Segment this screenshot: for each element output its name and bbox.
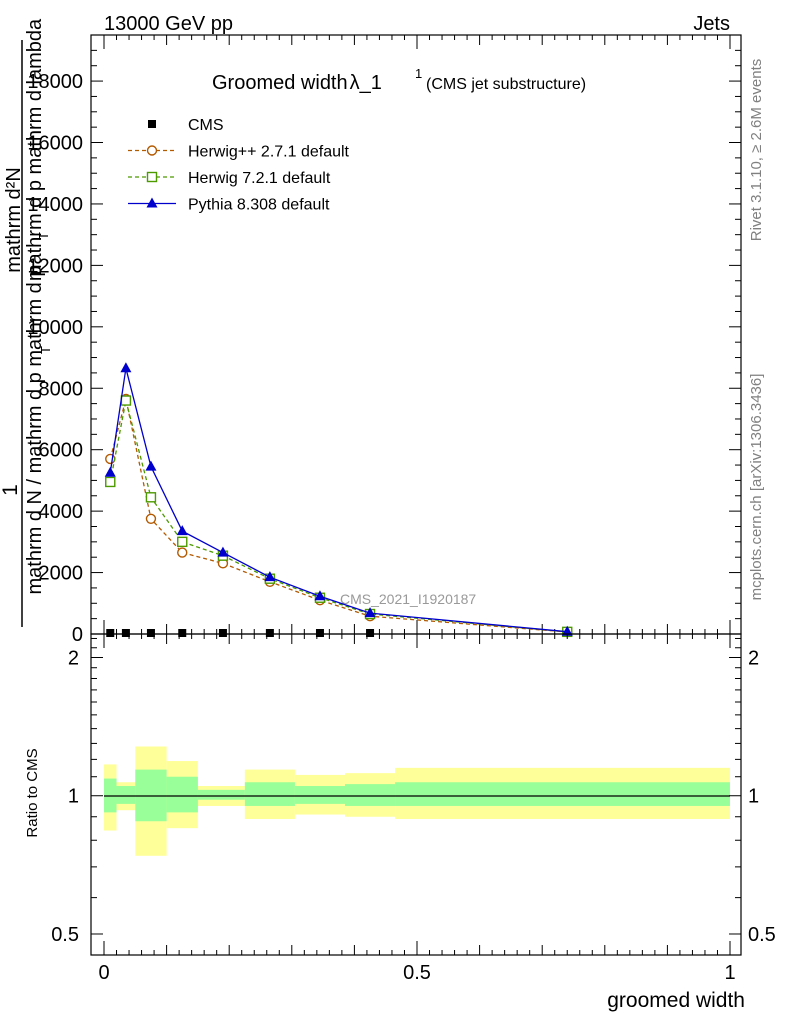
series-point <box>177 536 188 548</box>
legend-marker <box>146 171 158 183</box>
plot-title-superscript: 1 <box>415 66 422 81</box>
series-1 <box>105 393 573 638</box>
ratio-y-tick-label-left: 2 <box>68 647 79 669</box>
series-point <box>265 629 274 637</box>
ratio-y-ticks: 0.5 0.5 1 1 2 2 <box>51 637 776 946</box>
series-point <box>561 625 573 636</box>
main-y-tick-label: 12000 <box>27 255 83 277</box>
x-tick-label: 1 <box>724 962 735 984</box>
series-0 <box>106 629 572 637</box>
ratio-panel-frame <box>90 633 742 956</box>
series-point <box>105 476 116 488</box>
main-ylabel-numerator-text: mathrm d²N <box>3 167 25 273</box>
series-point <box>145 513 157 525</box>
main-y-tick-label: 10000 <box>27 317 83 339</box>
series-point <box>217 546 229 557</box>
main-y-tick-label: 4000 <box>39 501 84 523</box>
series-point <box>218 629 227 637</box>
ratio-y-tick-label-right: 2 <box>748 647 759 669</box>
main-y-tick-label: 6000 <box>39 440 84 462</box>
main-ylabel-denominator: mathrm d N / mathrm d p mathrm d p <box>24 266 46 595</box>
x-axis-label: groomed width <box>607 989 745 1012</box>
series-point <box>177 547 188 558</box>
main-y-tick-label: 18000 <box>27 71 83 93</box>
main-ylabel-numerator-rest: mathrm d p mathrm d lambda <box>24 18 46 281</box>
rivet-label: Rivet 3.1.10, ≥ 2.6M events <box>748 59 765 242</box>
series-point <box>104 466 116 477</box>
legend-entry: Herwig++ 2.7.1 default <box>128 144 350 161</box>
main-y-ticks: 0 2000 4000 6000 8000 10000 12000 14000 16000 180… <box>27 34 741 646</box>
ratio-stat-band <box>244 782 295 806</box>
x-tick-label: 0.5 <box>403 962 431 984</box>
ratio-stat-band <box>166 776 198 813</box>
legend-label: Herwig 7.2.1 default <box>188 170 331 187</box>
plot-title: Groomed width λ_1 1 (CMS jet substructure… <box>212 66 586 94</box>
series-point <box>315 629 324 637</box>
ratio-ylabel: Ratio to CMS <box>24 748 41 837</box>
series-point <box>121 629 130 637</box>
header-left: 13000 GeV pp <box>104 13 233 35</box>
legend: CMS Herwig++ 2.7.1 default Herwig 7.2.1 de… <box>128 117 350 214</box>
series-point <box>314 590 326 601</box>
ratio-y-tick-label-right: 1 <box>748 786 759 808</box>
series-point <box>145 460 157 471</box>
main-ylabel-prefix: 1 <box>0 484 22 496</box>
ratio-y-tick-label-right: 0.5 <box>748 924 776 946</box>
plot-title-sub: (CMS jet substructure) <box>426 76 586 93</box>
x-tick-label: 0 <box>98 962 109 984</box>
legend-entry: Pythia 8.308 default <box>128 197 330 214</box>
plot-title-text: Groomed width <box>212 72 348 94</box>
series-point <box>364 607 376 618</box>
legend-marker <box>146 197 158 208</box>
series-point <box>178 629 187 637</box>
header-right: Jets <box>693 13 730 35</box>
legend-label: Pythia 8.308 default <box>188 197 330 214</box>
main-y-tick-label: 0 <box>72 624 83 646</box>
series-point <box>146 629 155 637</box>
ratio-stat-band <box>197 789 245 800</box>
mcplots-label: mcplots.cern.ch [arXiv:1306.3436] <box>748 374 765 601</box>
legend-marker <box>148 120 156 128</box>
series-layer <box>104 362 573 638</box>
ratio-y-tick-label-left: 1 <box>68 786 79 808</box>
ratio-stat-band <box>294 786 346 804</box>
legend-entry: Herwig 7.2.1 default <box>128 170 331 187</box>
series-line <box>109 400 568 633</box>
series-point <box>145 492 157 503</box>
main-ylabel: 1 mathrm d²N mathrm d p mathrm d lambda … <box>0 18 53 627</box>
main-ylabel-numerator-sub: T <box>36 232 51 240</box>
series-point <box>106 629 115 637</box>
series-line <box>109 368 568 633</box>
main-y-tick-label: 16000 <box>27 133 83 155</box>
series-3 <box>104 362 573 636</box>
main-ylabel-numerator: mathrm d²N <box>3 167 25 273</box>
ratio-stat-band <box>395 782 730 806</box>
main-ylabel-denominator-sub: T <box>38 346 53 354</box>
plot-title-main: Groomed width λ_1 <box>212 72 382 94</box>
series-point <box>366 629 375 637</box>
ratio-stat-band <box>116 786 136 804</box>
legend-label: Herwig++ 2.7.1 default <box>188 144 350 161</box>
main-y-tick-label: 2000 <box>39 563 84 585</box>
ratio-bands <box>104 746 730 856</box>
ratio-stat-band <box>345 784 396 806</box>
plot-title-symbol: λ_1 <box>350 72 382 94</box>
series-point <box>176 525 188 536</box>
ratio-y-tick-label-left: 0.5 <box>51 924 79 946</box>
legend-entry: CMS <box>148 117 224 134</box>
analysis-watermark: CMS_2021_I1920187 <box>340 591 476 607</box>
main-y-tick-label: 8000 <box>39 378 84 400</box>
series-point <box>264 571 276 582</box>
legend-label: CMS <box>188 117 224 134</box>
ratio-x-ticks: 0 0.5 1 <box>98 634 736 984</box>
main-y-tick-label: 14000 <box>27 194 83 216</box>
legend-marker <box>146 145 158 156</box>
series-point <box>120 395 132 406</box>
series-line <box>109 398 568 633</box>
series-point <box>120 362 132 373</box>
